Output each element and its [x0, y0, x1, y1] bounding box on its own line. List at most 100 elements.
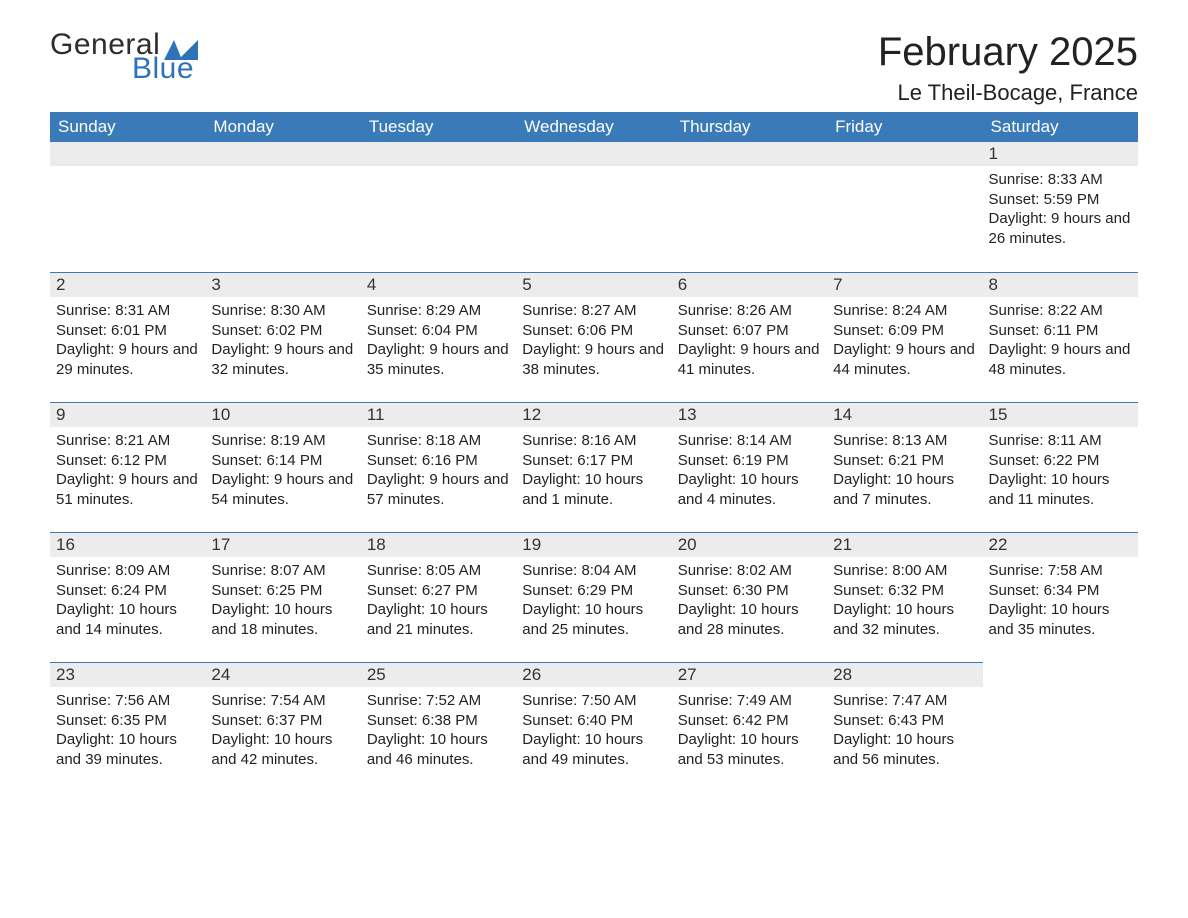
- sunrise-line: Sunrise: 8:09 AM: [56, 561, 199, 581]
- day-details: Sunrise: 8:18 AMSunset: 6:16 PMDaylight:…: [361, 427, 516, 519]
- weekday-header: Sunday: [50, 112, 205, 142]
- sunset-line: Sunset: 6:40 PM: [522, 711, 665, 731]
- day-details: Sunrise: 7:56 AMSunset: 6:35 PMDaylight:…: [50, 687, 205, 779]
- calendar-cell: 14 Sunrise: 8:13 AMSunset: 6:21 PMDayligh…: [827, 402, 982, 532]
- sunset-line: Sunset: 6:07 PM: [678, 321, 821, 341]
- calendar-cell: 27Sunrise: 7:49 AMSunset: 6:42 PMDayligh…: [672, 662, 827, 792]
- day-number: 10: [205, 402, 360, 427]
- weekday-header: Saturday: [983, 112, 1138, 142]
- empty-day-strip: [827, 142, 982, 166]
- day-details: Sunrise: 7:54 AMSunset: 6:37 PMDaylight:…: [205, 687, 360, 779]
- title-block: February 2025 Le Theil-Bocage, France: [878, 30, 1138, 106]
- calendar-cell: 6Sunrise: 8:26 AMSunset: 6:07 PMDaylight…: [672, 272, 827, 402]
- day-details: Sunrise: 8:24 AMSunset: 6:09 PMDaylight:…: [827, 297, 982, 389]
- empty-day-strip: [361, 142, 516, 166]
- sunset-line: Sunset: 6:37 PM: [211, 711, 354, 731]
- calendar-cell: 19Sunrise: 8:04 AMSunset: 6:29 PMDayligh…: [516, 532, 671, 662]
- day-number: 13: [672, 402, 827, 427]
- weekday-header: Friday: [827, 112, 982, 142]
- day-details: Sunrise: 7:58 AMSunset: 6:34 PMDaylight:…: [983, 557, 1138, 649]
- sunrise-line: Sunrise: 7:54 AM: [211, 691, 354, 711]
- day-number: 19: [516, 532, 671, 557]
- sunset-line: Sunset: 6:14 PM: [211, 451, 354, 471]
- location: Le Theil-Bocage, France: [878, 80, 1138, 106]
- sunset-line: Sunset: 6:01 PM: [56, 321, 199, 341]
- weekday-header: Monday: [205, 112, 360, 142]
- calendar-cell: 12Sunrise: 8:16 AMSunset: 6:17 PMDayligh…: [516, 402, 671, 532]
- day-number: 11: [361, 402, 516, 427]
- calendar-cell: 17Sunrise: 8:07 AMSunset: 6:25 PMDayligh…: [205, 532, 360, 662]
- sunset-line: Sunset: 6:29 PM: [522, 581, 665, 601]
- daylight-line: Daylight: 10 hours and 56 minutes.: [833, 730, 976, 769]
- day-number: 14: [827, 402, 982, 427]
- calendar-cell: 23Sunrise: 7:56 AMSunset: 6:35 PMDayligh…: [50, 662, 205, 792]
- daylight-line: Daylight: 10 hours and 4 minutes.: [678, 470, 821, 509]
- day-number: 16: [50, 532, 205, 557]
- calendar-cell: 2Sunrise: 8:31 AMSunset: 6:01 PMDaylight…: [50, 272, 205, 402]
- day-number: 2: [50, 272, 205, 297]
- daylight-line: Daylight: 10 hours and 7 minutes.: [833, 470, 976, 509]
- daylight-line: Daylight: 9 hours and 57 minutes.: [367, 470, 510, 509]
- sunset-line: Sunset: 6:42 PM: [678, 711, 821, 731]
- daylight-line: Daylight: 10 hours and 42 minutes.: [211, 730, 354, 769]
- day-details: Sunrise: 8:30 AMSunset: 6:02 PMDaylight:…: [205, 297, 360, 389]
- sunrise-line: Sunrise: 8:18 AM: [367, 431, 510, 451]
- sunrise-line: Sunrise: 8:04 AM: [522, 561, 665, 581]
- sunset-line: Sunset: 6:43 PM: [833, 711, 976, 731]
- sunrise-line: Sunrise: 8:11 AM: [989, 431, 1132, 451]
- daylight-line: Daylight: 10 hours and 32 minutes.: [833, 600, 976, 639]
- day-details: Sunrise: 8:04 AMSunset: 6:29 PMDaylight:…: [516, 557, 671, 649]
- sunrise-line: Sunrise: 8:16 AM: [522, 431, 665, 451]
- day-number: 12: [516, 402, 671, 427]
- day-details: Sunrise: 8:27 AMSunset: 6:06 PMDaylight:…: [516, 297, 671, 389]
- daylight-line: Daylight: 10 hours and 14 minutes.: [56, 600, 199, 639]
- calendar-cell: 5Sunrise: 8:27 AMSunset: 6:06 PMDaylight…: [516, 272, 671, 402]
- sunset-line: Sunset: 6:34 PM: [989, 581, 1132, 601]
- day-details: Sunrise: 7:52 AMSunset: 6:38 PMDaylight:…: [361, 687, 516, 779]
- sunrise-line: Sunrise: 8:19 AM: [211, 431, 354, 451]
- sunrise-line: Sunrise: 8:22 AM: [989, 301, 1132, 321]
- day-number: 5: [516, 272, 671, 297]
- weekday-header: Thursday: [672, 112, 827, 142]
- sunrise-line: Sunrise: 8:00 AM: [833, 561, 976, 581]
- day-number: 18: [361, 532, 516, 557]
- sunrise-line: Sunrise: 8:05 AM: [367, 561, 510, 581]
- daylight-line: Daylight: 9 hours and 32 minutes.: [211, 340, 354, 379]
- day-details: Sunrise: 8:07 AMSunset: 6:25 PMDaylight:…: [205, 557, 360, 649]
- sunset-line: Sunset: 6:21 PM: [833, 451, 976, 471]
- sunrise-line: Sunrise: 8:31 AM: [56, 301, 199, 321]
- day-details: Sunrise: 8:05 AMSunset: 6:27 PMDaylight:…: [361, 557, 516, 649]
- daylight-line: Daylight: 10 hours and 49 minutes.: [522, 730, 665, 769]
- calendar-cell: 18Sunrise: 8:05 AMSunset: 6:27 PMDayligh…: [361, 532, 516, 662]
- daylight-line: Daylight: 9 hours and 44 minutes.: [833, 340, 976, 379]
- day-details: Sunrise: 8:00 AMSunset: 6:32 PMDaylight:…: [827, 557, 982, 649]
- day-details: Sunrise: 7:50 AMSunset: 6:40 PMDaylight:…: [516, 687, 671, 779]
- day-number: 17: [205, 532, 360, 557]
- sunset-line: Sunset: 6:30 PM: [678, 581, 821, 601]
- day-number: 1: [983, 142, 1138, 166]
- daylight-line: Daylight: 9 hours and 35 minutes.: [367, 340, 510, 379]
- sunrise-line: Sunrise: 8:24 AM: [833, 301, 976, 321]
- day-number: 20: [672, 532, 827, 557]
- daylight-line: Daylight: 9 hours and 26 minutes.: [989, 209, 1132, 248]
- sunset-line: Sunset: 6:17 PM: [522, 451, 665, 471]
- calendar-cell: 15Sunrise: 8:11 AMSunset: 6:22 PMDayligh…: [983, 402, 1138, 532]
- sunrise-line: Sunrise: 8:13 AM: [833, 431, 976, 451]
- logo: General Blue: [50, 30, 198, 84]
- sunset-line: Sunset: 6:06 PM: [522, 321, 665, 341]
- calendar-week-row: 9Sunrise: 8:21 AMSunset: 6:12 PMDaylight…: [50, 402, 1138, 532]
- day-details: Sunrise: 8:09 AMSunset: 6:24 PMDaylight:…: [50, 557, 205, 649]
- day-number: 15: [983, 402, 1138, 427]
- day-number: 8: [983, 272, 1138, 297]
- day-number: 21: [827, 532, 982, 557]
- calendar-week-row: 2 Sunrise: 8:31 AMSunset: 6:01 PM Daylight…: [50, 272, 1138, 402]
- sunset-line: Sunset: 6:04 PM: [367, 321, 510, 341]
- empty-day-strip: [50, 142, 205, 166]
- calendar-cell: [50, 142, 205, 272]
- sunset-line: Sunset: 6:27 PM: [367, 581, 510, 601]
- daylight-line: Daylight: 9 hours and 38 minutes.: [522, 340, 665, 379]
- calendar-cell: 7Sunrise: 8:24 AMSunset: 6:09 PMDaylight…: [827, 272, 982, 402]
- day-details: Sunrise: 8:33 AMSunset: 5:59 PMDaylight:…: [983, 166, 1138, 258]
- sunrise-line: Sunrise: 7:58 AM: [989, 561, 1132, 581]
- day-details: Sunrise: 8:29 AMSunset: 6:04 PMDaylight:…: [361, 297, 516, 389]
